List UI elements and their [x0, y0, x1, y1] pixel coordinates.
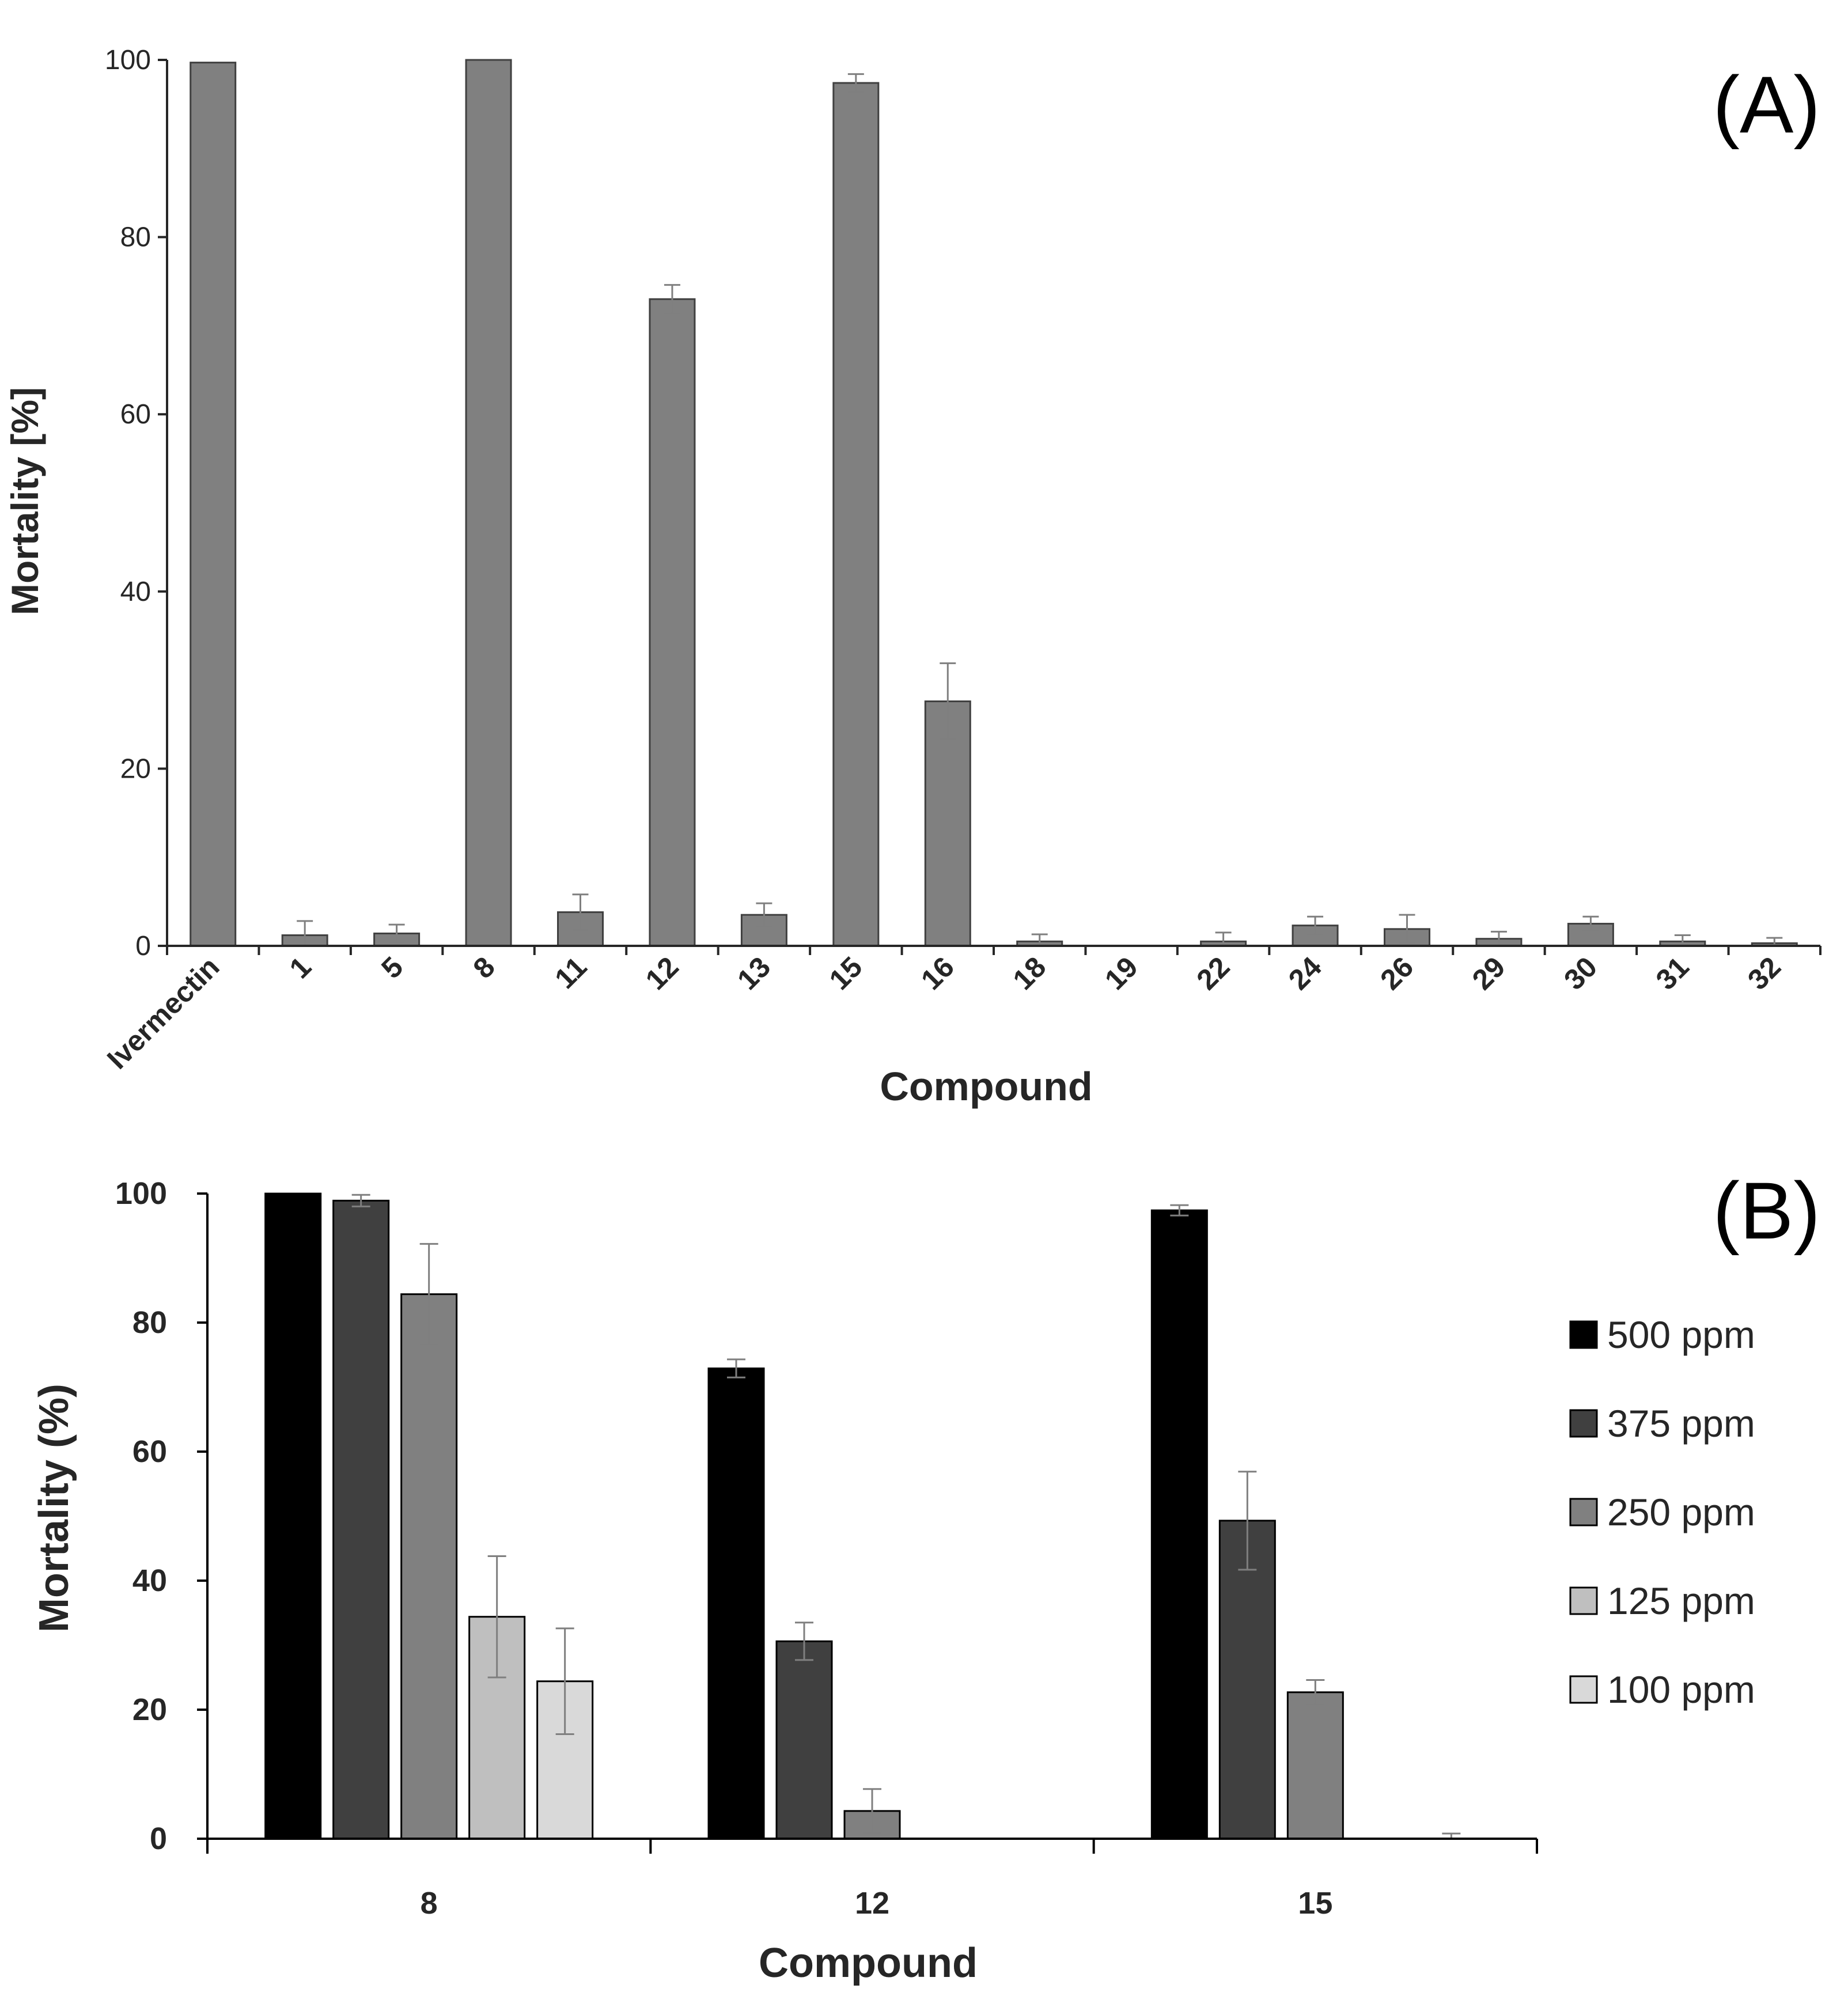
x-tick-label: 8 [467, 950, 501, 984]
x-tick-label: 12 [855, 1886, 889, 1921]
panel-b-label: (B) [1713, 1165, 1820, 1256]
x-tick-label: 1 [283, 950, 317, 984]
x-tick-label: 24 [1282, 950, 1328, 996]
bar [1286, 1691, 1344, 1840]
panel-a-x-tick-labels: Ivermectin 1 5 8 11 12 13 15 16 18 19 22 24 26 29 30 31 3… [101, 950, 1787, 1075]
panel-b-x-tick-labels: 8 12 15 [421, 1886, 1333, 1921]
y-tick-label: 0 [135, 931, 151, 961]
bar [707, 1368, 765, 1840]
x-tick-label: 29 [1466, 950, 1512, 996]
bar [832, 82, 880, 947]
bar [465, 59, 512, 947]
panel-b-legend: 500 ppm 375 ppm 250 ppm 125 ppm 100 ppm [1569, 1313, 1755, 1711]
panel-b-ylabel: Mortality (%) [31, 1384, 77, 1632]
x-tick-label: 15 [823, 950, 869, 996]
panel-b-y-ticks: 0 20 40 60 80 100 [115, 1176, 207, 1856]
y-tick-label: 20 [120, 753, 151, 784]
y-tick-label: 80 [132, 1305, 167, 1340]
bar [775, 1640, 833, 1840]
y-tick-label: 100 [115, 1176, 167, 1211]
panel-b-xlabel: Compound [759, 1940, 978, 1986]
bar [400, 1293, 458, 1840]
x-tick-label: 8 [421, 1886, 438, 1921]
panel-b-error-bars [351, 1194, 1461, 1840]
y-tick-label: 60 [132, 1434, 167, 1469]
x-tick-label: 22 [1190, 950, 1236, 996]
legend-label: 500 ppm [1607, 1313, 1755, 1356]
panel-b-chart: 0 20 40 60 80 100 8 12 15 Mortality (%) Compoun… [31, 1165, 1820, 1986]
x-tick-label: 26 [1374, 950, 1419, 996]
legend-label: 375 ppm [1607, 1402, 1755, 1445]
y-tick-label: 0 [150, 1821, 167, 1856]
panel-a-y-ticks: 0 20 40 60 80 100 [105, 45, 167, 961]
bar [1150, 1209, 1208, 1840]
legend-swatch [1569, 1498, 1598, 1526]
x-tick-label: 30 [1558, 950, 1603, 996]
x-tick-label: 32 [1741, 950, 1787, 996]
x-tick-label: 11 [548, 950, 593, 995]
x-tick-label: 13 [731, 950, 777, 996]
x-tick-label: Ivermectin [101, 950, 225, 1075]
panel-a-xlabel: Compound [880, 1064, 1092, 1109]
y-tick-label: 60 [120, 399, 151, 430]
bar [190, 62, 237, 947]
y-tick-label: 100 [105, 45, 151, 75]
legend-swatch [1569, 1320, 1598, 1349]
x-tick-label: 12 [639, 950, 685, 996]
legend-swatch [1569, 1675, 1598, 1704]
bar [649, 298, 696, 947]
legend-label: 250 ppm [1607, 1491, 1755, 1533]
x-tick-label: 15 [1298, 1886, 1332, 1921]
y-tick-label: 20 [132, 1692, 167, 1727]
bar [1218, 1520, 1276, 1840]
panel-a-label: (A) [1713, 59, 1820, 150]
legend-swatch [1569, 1586, 1598, 1615]
panel-a-axes [166, 60, 1822, 955]
legend-label: 125 ppm [1607, 1579, 1755, 1622]
panel-a-ylabel: Mortality [%] [3, 387, 46, 615]
x-tick-label: 16 [915, 950, 960, 996]
panel-b-bars [264, 1192, 1344, 1840]
y-tick-label: 40 [132, 1563, 167, 1598]
x-tick-label: 5 [375, 950, 409, 984]
x-tick-label: 31 [1650, 950, 1695, 996]
panel-a-bars [190, 59, 1798, 947]
bar [264, 1192, 322, 1840]
legend-label: 100 ppm [1607, 1668, 1755, 1711]
bar [332, 1199, 390, 1840]
x-tick-label: 18 [1007, 950, 1052, 996]
legend-swatch [1569, 1409, 1598, 1438]
x-tick-label: 19 [1099, 950, 1144, 996]
panel-b-axes [206, 1194, 1538, 1854]
y-tick-label: 80 [120, 222, 151, 253]
panel-a-error-bars [297, 73, 1783, 947]
y-tick-label: 40 [120, 577, 151, 607]
